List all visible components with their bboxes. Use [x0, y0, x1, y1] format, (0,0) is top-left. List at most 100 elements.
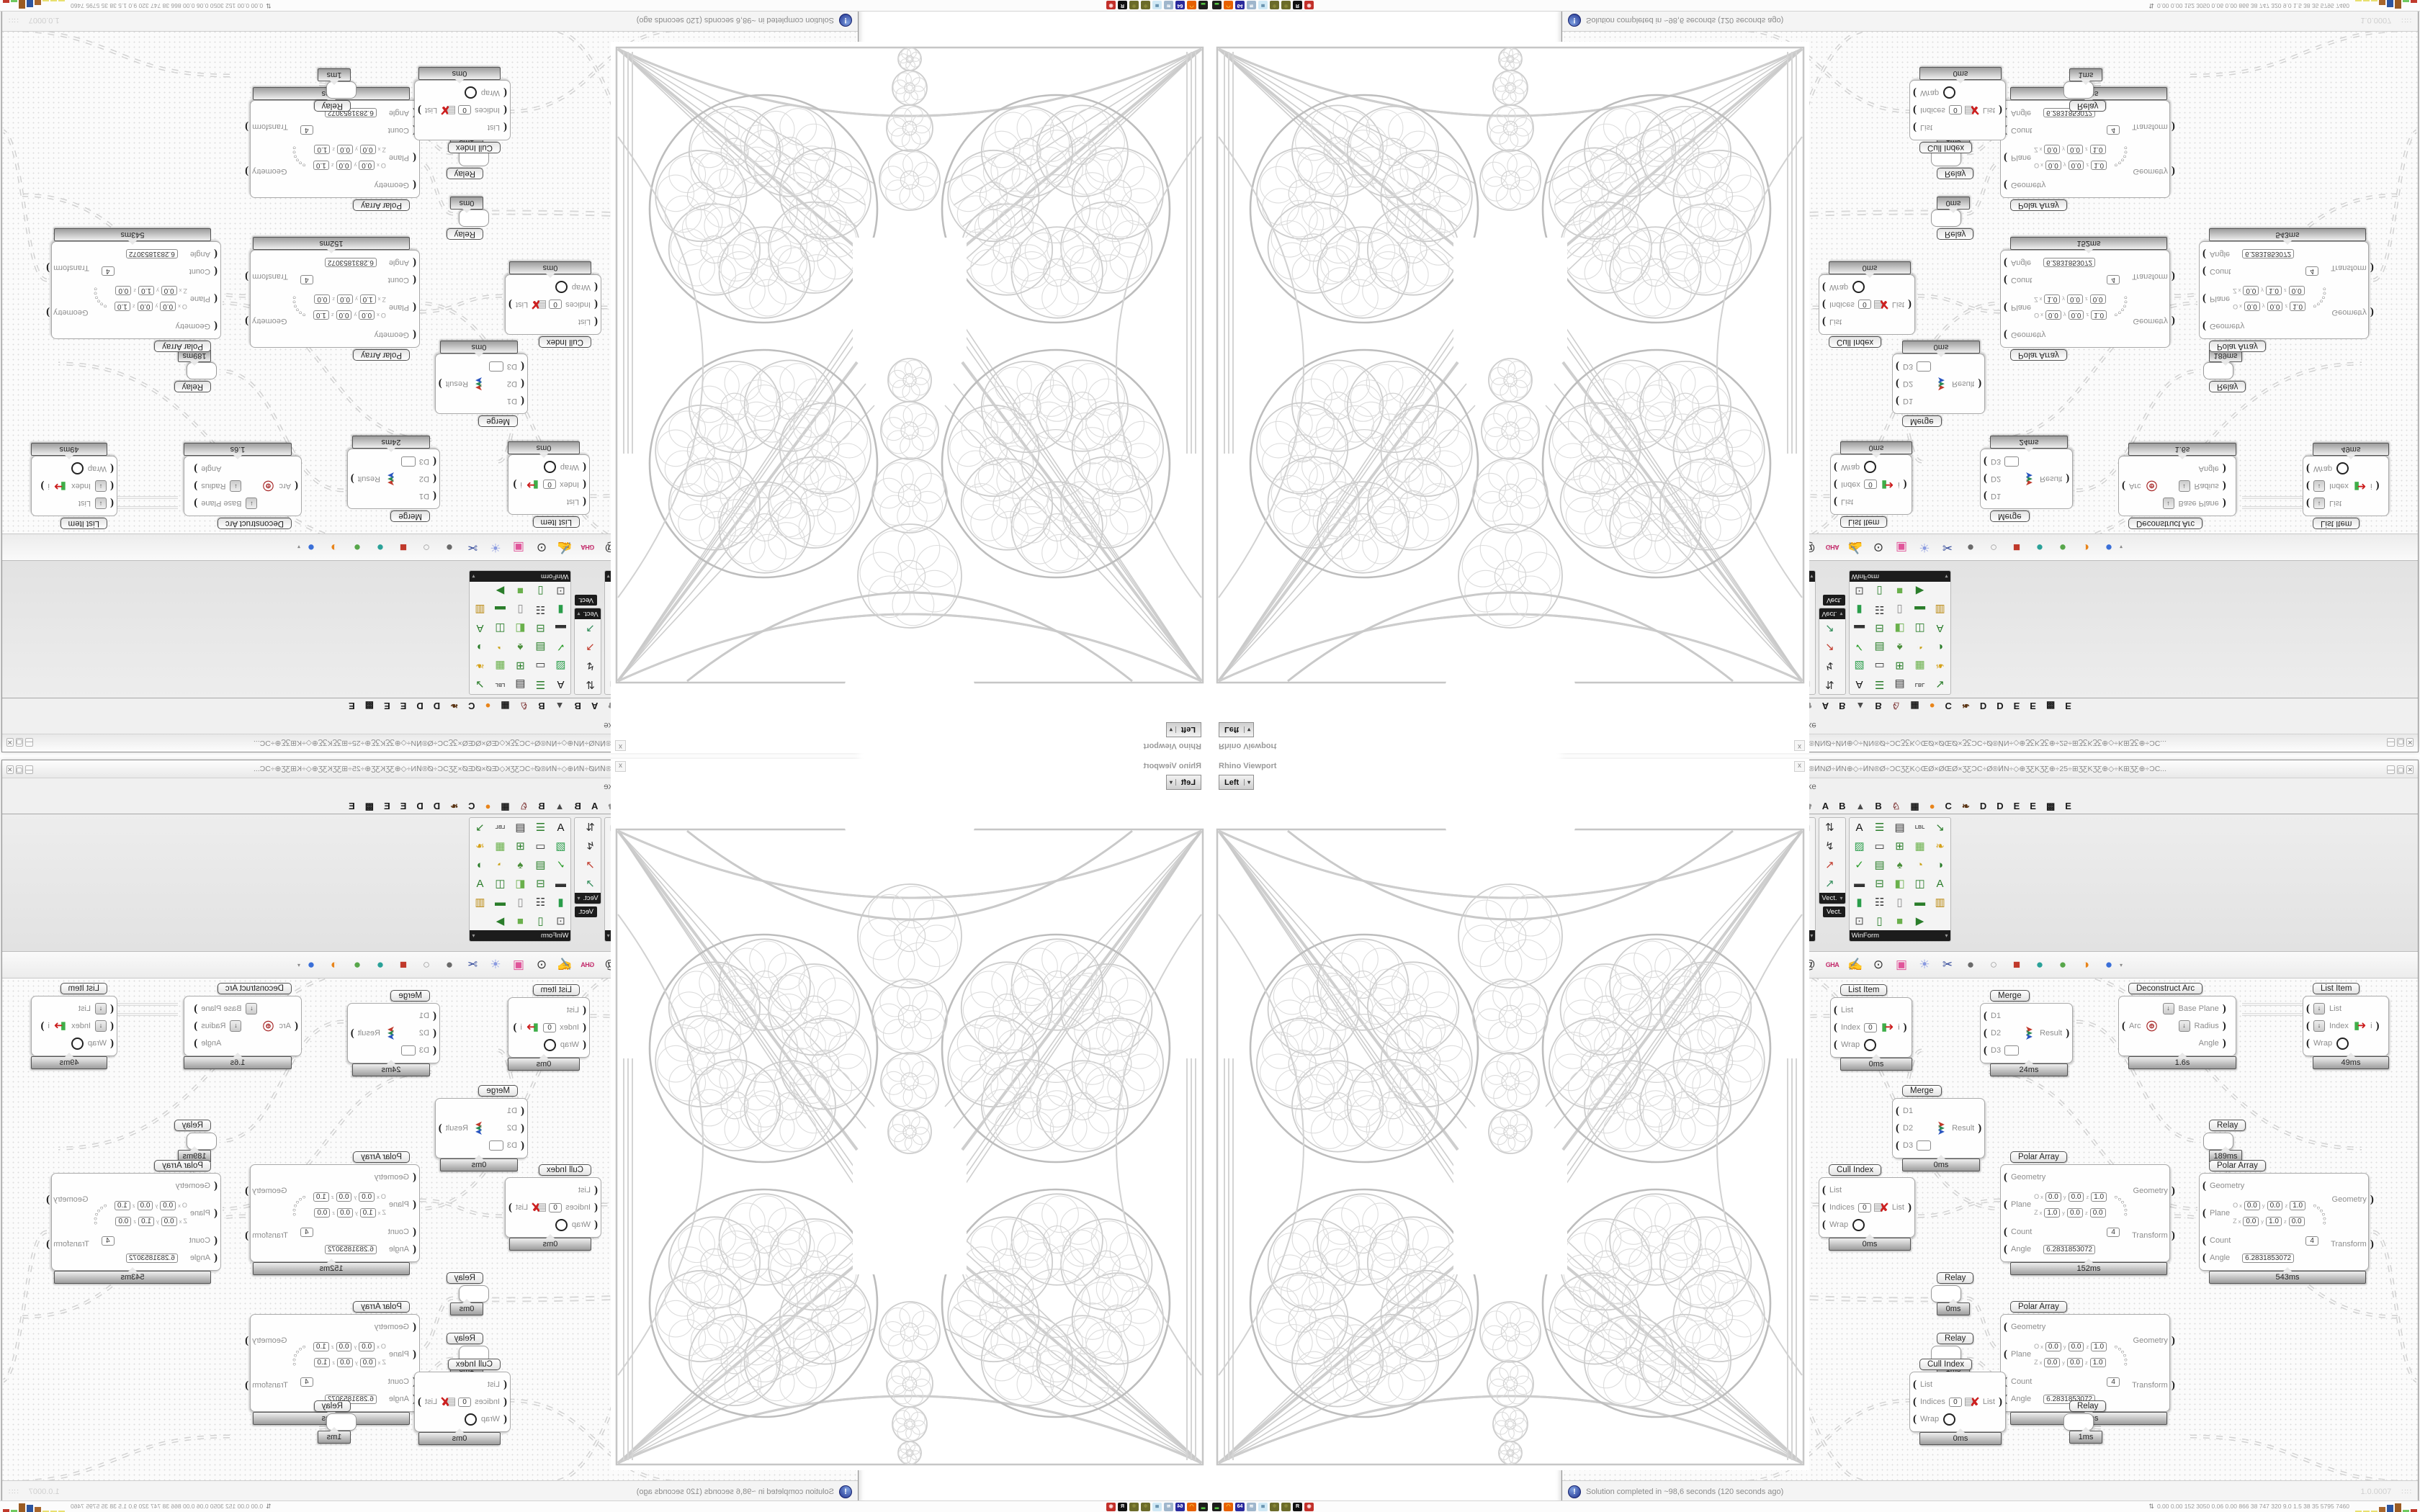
- tab-plugin-5[interactable]: ▲: [555, 701, 565, 711]
- palette-icon[interactable]: ❧: [475, 660, 485, 672]
- plane-z-y[interactable]: 0.0: [2067, 1207, 2083, 1218]
- palette-icon[interactable]: ◔: [496, 858, 503, 871]
- palette-icon[interactable]: ♠: [517, 858, 524, 871]
- node-body[interactable]: (↓ List(↓ Index(Wrap ▮ ➜ i): [31, 996, 117, 1056]
- gh-node-list-item-2[interactable]: List Item (↓ List(↓ Index(Wrap ▮ ➜ i) 49ms: [31, 983, 117, 1069]
- palette-icon[interactable]: ▬: [555, 877, 566, 890]
- gh-node-relay-a[interactable]: Relay 0ms: [446, 1272, 493, 1315]
- surprise-box-icon[interactable]: ▣: [1895, 541, 1908, 554]
- count-box[interactable]: 4: [2107, 275, 2120, 285]
- plane-o-z[interactable]: 1.0: [313, 161, 329, 171]
- plane-o-z[interactable]: 1.0: [313, 1341, 329, 1351]
- tab-plugin-17[interactable]: E: [2065, 801, 2071, 811]
- console-app-icon[interactable]: ▂: [1198, 1502, 1208, 1511]
- node-body[interactable]: (List(Index 0(Wrap ▮ ➜ i): [1830, 997, 1912, 1058]
- palette-icon[interactable]: ◑: [476, 858, 483, 871]
- count-box[interactable]: 4: [300, 1227, 313, 1237]
- gha-badge[interactable]: GHA: [581, 961, 595, 968]
- gh-node-list-item-2[interactable]: List Item (↓ List(↓ Index(Wrap ▮ ➜ i) 49ms: [2303, 443, 2389, 529]
- plane-z-x[interactable]: 1.0: [2044, 294, 2061, 305]
- node-body[interactable]: (List(Index 0(Wrap ▮ ➜ i): [508, 454, 590, 515]
- moss-ball-icon[interactable]: ❉: [1141, 1, 1150, 10]
- preview-orange-icon[interactable]: ◑: [330, 958, 339, 971]
- tab-plugin-16[interactable]: ▩: [364, 801, 375, 811]
- palette-icon[interactable]: ▮: [557, 603, 564, 616]
- bake-dark-icon[interactable]: ●: [445, 541, 454, 554]
- notes-icon[interactable]: ✍: [557, 958, 573, 971]
- search-icon[interactable]: ⊙: [1873, 541, 1884, 554]
- wrap-toggle[interactable]: [543, 461, 556, 474]
- moss-ball-icon[interactable]: ❉: [1270, 1502, 1279, 1511]
- tab-plugin-7[interactable]: ♘: [519, 801, 529, 811]
- node-body[interactable]: (List(Indices 0(Wrap ▤ ✘ List): [1909, 80, 2006, 140]
- resize-grip[interactable]: ∷∷: [8, 16, 19, 24]
- view-selector[interactable]: Left ▾: [1165, 722, 1201, 737]
- bake-red-icon[interactable]: ■: [399, 541, 408, 554]
- palette-icon[interactable]: ↗: [1825, 878, 1834, 890]
- plane-z-x[interactable]: 0.0: [161, 286, 177, 296]
- palette-icon[interactable]: A: [1936, 877, 1944, 890]
- tab-plugin-12[interactable]: D: [1979, 701, 1987, 711]
- palette-icon[interactable]: ▦: [495, 660, 506, 672]
- palette-icon[interactable]: ▯: [517, 603, 524, 616]
- tab-plugin-17[interactable]: E: [2065, 701, 2071, 711]
- chevron-down-icon[interactable]: ▾: [2120, 544, 2123, 551]
- floppy-64-icon[interactable]: 64: [1175, 1502, 1185, 1511]
- preview-teal-icon[interactable]: ●: [2035, 541, 2044, 554]
- palette-group-label[interactable]: WinForm ▾: [470, 571, 571, 582]
- gh-node-cull-index-2[interactable]: Cull Index (List(Indices 0(Wrap ▤ ✘ List) 0ms: [1909, 1359, 2006, 1445]
- palette-icon[interactable]: A: [557, 821, 565, 834]
- palette-icon[interactable]: ▯: [1876, 585, 1883, 597]
- palette-icon[interactable]: ▶: [496, 585, 505, 597]
- maximize-button[interactable]: ▢: [15, 738, 24, 747]
- tab-plugin-7[interactable]: ♘: [519, 701, 529, 711]
- palette-icon[interactable]: ❧: [1935, 660, 1945, 672]
- wrap-toggle[interactable]: [464, 86, 477, 99]
- preview-blue-icon[interactable]: ●: [307, 541, 315, 554]
- palette-icon[interactable]: ♠: [517, 641, 524, 654]
- plane-o-y[interactable]: 0.0: [2068, 310, 2084, 320]
- palette-icon[interactable]: ↗: [1825, 641, 1834, 653]
- plane-o-x[interactable]: 0.0: [2045, 310, 2061, 320]
- tab-plugin-4[interactable]: B: [1839, 701, 1846, 711]
- value-box[interactable]: 0: [549, 1202, 563, 1212]
- notepad-icon[interactable]: ≣: [1152, 1, 1162, 10]
- wrap-toggle[interactable]: [2336, 462, 2349, 475]
- tab-plugin-5[interactable]: ▲: [1855, 801, 1865, 811]
- palette-icon[interactable]: ▦: [1914, 840, 1925, 852]
- palette-icon[interactable]: ⊡: [1855, 585, 1864, 597]
- node-body[interactable]: (D1(D2(D3 ➤ ➤ ➤ Result): [434, 1098, 528, 1158]
- plane-z-z[interactable]: 1.0: [314, 145, 331, 155]
- palette-icon[interactable]: ↗: [586, 859, 595, 871]
- empty-slot[interactable]: [400, 456, 416, 467]
- bake-red-icon[interactable]: ■: [2012, 541, 2021, 554]
- palette-icon[interactable]: ▥: [475, 603, 485, 616]
- flatten-icon[interactable]: ↓: [2313, 1003, 2325, 1014]
- palette-icon[interactable]: ▮: [557, 896, 564, 909]
- lamp-icon[interactable]: ☀: [1919, 958, 1930, 971]
- tab-plugin-6[interactable]: B: [538, 801, 545, 811]
- bake-light-icon[interactable]: ○: [422, 541, 431, 554]
- plane-o-y[interactable]: 0.0: [137, 1200, 153, 1210]
- gh-node-cull-index-1[interactable]: Cull Index(List(Indices 0(Wrap ▤ ✘ List) 0ms: [505, 1164, 601, 1251]
- tab-plugin-15[interactable]: E: [384, 801, 390, 811]
- count-box[interactable]: 4: [300, 275, 313, 285]
- wrap-toggle[interactable]: [1864, 1038, 1877, 1051]
- tab-plugin-13[interactable]: D: [416, 801, 424, 811]
- tab-plugin-4[interactable]: B: [574, 801, 581, 811]
- palette-icon[interactable]: ↗: [1825, 622, 1834, 634]
- red-app-icon[interactable]: ◉: [1304, 1502, 1314, 1511]
- tab-plugin-12[interactable]: D: [433, 701, 441, 711]
- palette-icon[interactable]: ❧: [1935, 840, 1945, 852]
- palette-icon[interactable]: ▯: [517, 896, 524, 909]
- palette-icon[interactable]: ⊟: [1875, 622, 1884, 634]
- moss-ball-icon-2[interactable]: ❉: [1129, 1502, 1139, 1511]
- flatten-icon[interactable]: ↓: [230, 480, 242, 492]
- palette-icon[interactable]: ⊞: [516, 660, 525, 672]
- preview-blue-icon[interactable]: ●: [307, 958, 315, 971]
- palette-icon[interactable]: ✓: [556, 641, 565, 653]
- tab-plugin-6[interactable]: B: [1875, 701, 1882, 711]
